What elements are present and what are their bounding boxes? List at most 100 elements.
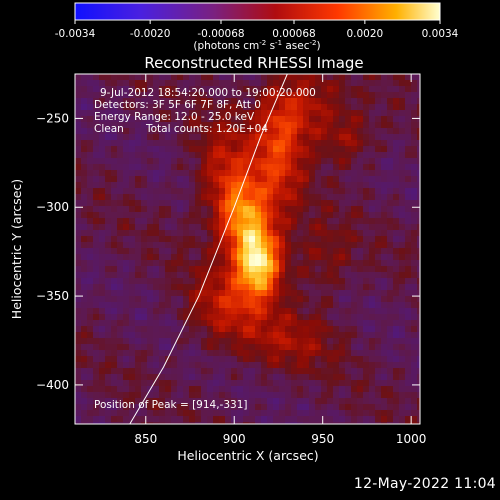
heatmap-cell	[267, 290, 274, 297]
heatmap-cell	[303, 392, 310, 399]
heatmap-cell	[381, 338, 388, 345]
heatmap-cell	[351, 278, 358, 285]
heatmap-cell	[285, 158, 292, 165]
heatmap-cell	[297, 374, 304, 381]
heatmap-cell	[147, 410, 154, 417]
heatmap-cell	[267, 332, 274, 339]
heatmap-cell	[171, 146, 178, 153]
heatmap-cell	[387, 218, 394, 225]
heatmap-cell	[261, 332, 268, 339]
heatmap-cell	[375, 170, 382, 177]
heatmap-cell	[237, 194, 244, 201]
heatmap-cell	[135, 416, 142, 423]
heatmap-cell	[153, 152, 160, 159]
heatmap-cell	[363, 368, 370, 375]
heatmap-cell	[207, 134, 214, 141]
heatmap-cell	[75, 416, 82, 423]
heatmap-cell	[255, 74, 262, 81]
heatmap-cell	[159, 272, 166, 279]
heatmap-cell	[93, 86, 100, 93]
heatmap-cell	[405, 368, 412, 375]
heatmap-cell	[129, 86, 136, 93]
heatmap-cell	[393, 338, 400, 345]
heatmap-cell	[129, 284, 136, 291]
heatmap-cell	[219, 278, 226, 285]
heatmap-cell	[411, 320, 418, 327]
heatmap-cell	[255, 404, 262, 411]
heatmap-cell	[297, 356, 304, 363]
heatmap-cell	[141, 236, 148, 243]
heatmap-cell	[345, 170, 352, 177]
heatmap-cell	[291, 104, 298, 111]
heatmap-cell	[81, 296, 88, 303]
heatmap-cell	[285, 278, 292, 285]
heatmap-cell	[285, 236, 292, 243]
heatmap-cell	[339, 308, 346, 315]
heatmap-cell	[81, 128, 88, 135]
heatmap-cell	[375, 260, 382, 267]
heatmap-cell	[195, 404, 202, 411]
heatmap-cell	[189, 386, 196, 393]
heatmap-cell	[177, 296, 184, 303]
heatmap-cell	[213, 350, 220, 357]
heatmap-cell	[183, 110, 190, 117]
heatmap-cell	[99, 290, 106, 297]
heatmap-cell	[267, 98, 274, 105]
heatmap-cell	[399, 380, 406, 387]
heatmap-cell	[153, 146, 160, 153]
heatmap-cell	[177, 194, 184, 201]
heatmap-cell	[417, 188, 420, 195]
heatmap-cell	[249, 146, 256, 153]
heatmap-cell	[153, 380, 160, 387]
heatmap-cell	[261, 176, 268, 183]
heatmap-cell	[165, 230, 172, 237]
heatmap-cell	[309, 98, 316, 105]
heatmap-cell	[93, 164, 100, 171]
heatmap-cell	[315, 272, 322, 279]
heatmap-cell	[201, 98, 208, 105]
heatmap-cell	[279, 212, 286, 219]
heatmap-cell	[381, 200, 388, 207]
heatmap-cell	[153, 200, 160, 207]
heatmap-cell	[333, 218, 340, 225]
heatmap-cell	[345, 152, 352, 159]
heatmap-cell	[303, 368, 310, 375]
heatmap-cell	[411, 170, 418, 177]
heatmap-cell	[243, 398, 250, 405]
heatmap-cell	[327, 356, 334, 363]
heatmap-cell	[201, 362, 208, 369]
heatmap-cell	[363, 218, 370, 225]
heatmap-cell	[327, 86, 334, 93]
heatmap-cell	[189, 248, 196, 255]
heatmap-cell	[141, 98, 148, 105]
heatmap-cell	[261, 248, 268, 255]
heatmap-cell	[417, 368, 420, 375]
heatmap-cell	[273, 320, 280, 327]
colorbar-tick-label: -0.0020	[130, 28, 171, 40]
heatmap-cell	[165, 302, 172, 309]
heatmap-cell	[117, 254, 124, 261]
heatmap-cell	[375, 314, 382, 321]
heatmap-cell	[327, 74, 334, 81]
heatmap-cell	[231, 86, 238, 93]
heatmap-cell	[183, 86, 190, 93]
heatmap-cell	[273, 224, 280, 231]
heatmap-cell	[339, 326, 346, 333]
heatmap-cell	[309, 386, 316, 393]
heatmap-cell	[219, 242, 226, 249]
heatmap-cell	[165, 116, 172, 123]
heatmap-cell	[123, 302, 130, 309]
heatmap-cell	[141, 404, 148, 411]
heatmap-cell	[237, 410, 244, 417]
heatmap-cell	[393, 410, 400, 417]
heatmap-cell	[93, 374, 100, 381]
heatmap-cell	[345, 296, 352, 303]
heatmap-cell	[381, 266, 388, 273]
heatmap-cell	[183, 80, 190, 87]
heatmap-cell	[279, 242, 286, 249]
heatmap-cell	[303, 416, 310, 423]
heatmap-cell	[411, 374, 418, 381]
heatmap-cell	[303, 284, 310, 291]
heatmap-cell	[375, 206, 382, 213]
heatmap-cell	[183, 230, 190, 237]
